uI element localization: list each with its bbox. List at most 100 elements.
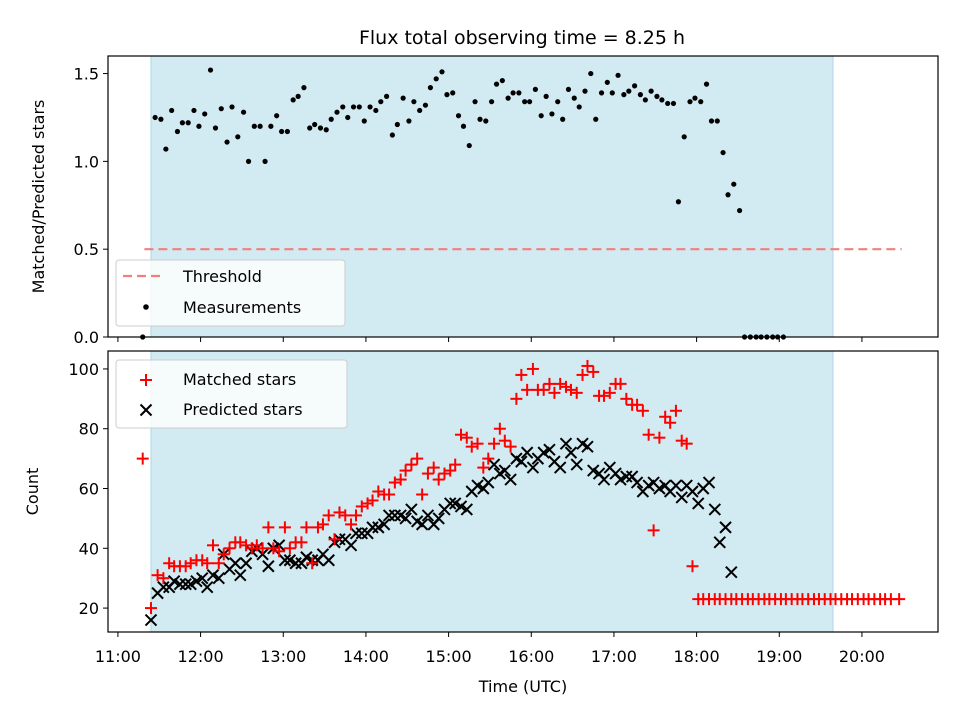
matched-star-point <box>372 485 385 498</box>
top-axes-frame <box>107 55 939 338</box>
predicted-star-point <box>283 554 297 567</box>
measurement-point <box>394 121 400 128</box>
measurement-point <box>488 99 495 105</box>
x-tick-label: 16:00 <box>508 647 554 666</box>
measurement-point <box>571 95 577 101</box>
measurement-point <box>615 72 621 78</box>
matched-star-point <box>460 431 473 444</box>
predicted-star-point <box>504 473 517 486</box>
matched-star-points <box>136 359 906 615</box>
matched-star-point <box>642 428 655 441</box>
matched-star-point <box>234 536 247 549</box>
matched-star-point <box>686 560 699 573</box>
matched-star-point <box>449 458 462 471</box>
matched-star-point <box>647 524 660 537</box>
matched-star-point <box>680 437 693 450</box>
matched-star-point <box>581 359 594 372</box>
measurement-point <box>516 90 522 96</box>
measurement-point <box>274 113 280 119</box>
predicted-star-point <box>289 557 302 570</box>
predicted-star-point <box>669 479 683 492</box>
predicted-star-point <box>234 568 247 582</box>
measurement-point <box>378 99 384 105</box>
matched-star-point <box>295 536 308 549</box>
bottom-ytick-label: 100 <box>68 360 99 379</box>
matched-star-point <box>537 383 550 396</box>
measurement-point <box>455 113 462 119</box>
x-tick-label: 18:00 <box>674 647 720 666</box>
measurement-point <box>295 93 301 99</box>
measurement-point <box>538 113 544 119</box>
measurement-point <box>692 95 698 101</box>
predicted-star-point <box>184 577 197 591</box>
measurement-point <box>307 125 313 131</box>
matched-star-point <box>355 500 368 513</box>
predicted-star-point <box>449 497 462 510</box>
predicted-star-point <box>239 557 253 570</box>
predicted-star-point <box>322 554 335 567</box>
predicted-star-point <box>653 482 666 495</box>
measurement-points <box>140 67 787 340</box>
measurement-point <box>642 97 648 103</box>
measurement-point <box>582 88 588 94</box>
predicted-star-point <box>498 464 512 477</box>
top-ylabel: Matched/Predicted stars <box>29 100 48 294</box>
measurement-point <box>549 111 555 117</box>
legend-matched-swatch <box>140 374 152 386</box>
matched-star-point <box>350 509 363 522</box>
matched-star-point <box>631 398 644 411</box>
matched-star-point <box>498 434 511 447</box>
measurement-point <box>483 118 489 124</box>
measurement-point <box>527 99 533 105</box>
predicted-star-point <box>526 461 540 474</box>
matched-star-point <box>493 422 506 435</box>
bottom-ylabel: Count <box>23 468 42 516</box>
measurement-point <box>433 76 439 82</box>
measurement-point <box>648 88 654 94</box>
measurement-point <box>510 90 516 96</box>
measurement-point <box>731 181 737 187</box>
predicted-star-point <box>212 571 225 585</box>
matched-star-point <box>250 539 263 552</box>
matched-star-point <box>333 506 346 519</box>
matched-star-point <box>521 383 534 396</box>
measurement-point <box>411 99 417 105</box>
panel-bottom-count: 20 40 60 80 100 11:00 12:00 13:00 14:00 15:00 16:0… <box>23 350 939 696</box>
measurement-point <box>427 85 434 91</box>
predicted-star-point <box>388 509 402 522</box>
legend-predicted-label: Predicted stars <box>183 400 303 419</box>
measurement-point <box>169 107 175 114</box>
top-legend-box <box>115 259 346 327</box>
x-tick-label: 19:00 <box>756 647 802 666</box>
measurement-point <box>400 95 406 101</box>
matched-star-point <box>411 452 424 465</box>
matched-star-point <box>306 557 319 570</box>
measurement-point <box>317 125 324 131</box>
matched-star-point <box>576 368 589 381</box>
measurement-point <box>334 109 340 115</box>
measurement-point <box>174 128 181 135</box>
measurement-point <box>383 93 390 99</box>
matched-star-point <box>416 488 429 501</box>
measurement-point <box>196 123 202 129</box>
matched-star-point <box>614 377 627 390</box>
measurement-point <box>708 118 715 124</box>
predicted-star-point <box>200 580 214 594</box>
measurement-point <box>312 121 318 128</box>
measurement-point <box>670 100 677 107</box>
matched-star-point <box>328 533 341 546</box>
predicted-star-point <box>675 491 688 504</box>
measurement-point <box>268 123 274 129</box>
predicted-star-point <box>190 574 203 588</box>
matched-star-point <box>262 521 275 534</box>
measurement-point <box>279 128 285 135</box>
matched-star-point <box>504 440 517 453</box>
x-axis-label: Time (UTC) <box>478 677 567 696</box>
predicted-star-point <box>487 458 501 471</box>
predicted-star-point <box>570 458 583 471</box>
matched-star-point <box>488 437 501 450</box>
measurement-point <box>681 134 687 140</box>
predicted-star-point <box>421 509 435 522</box>
measurement-point <box>350 104 357 110</box>
matched-star-point <box>144 602 157 615</box>
